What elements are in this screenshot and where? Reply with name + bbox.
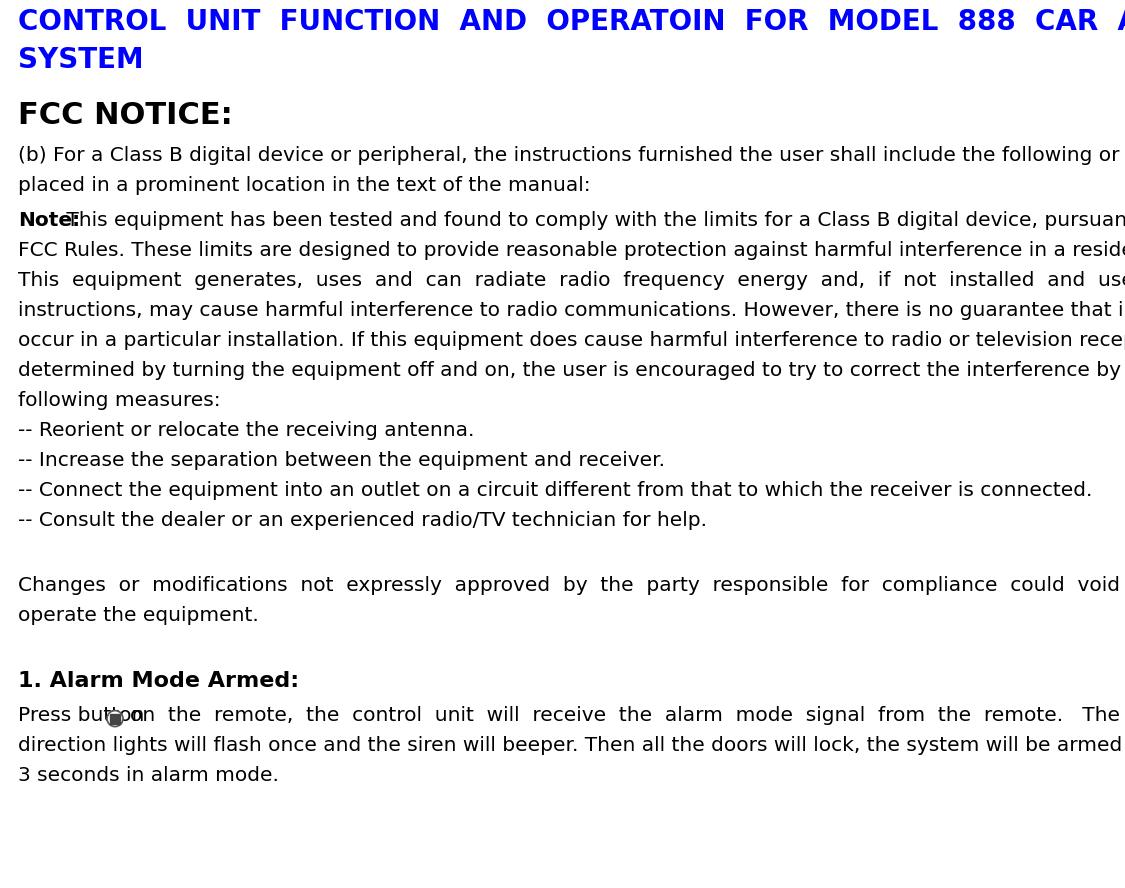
Text: -- Connect the equipment into an outlet on a circuit different from that to whic: -- Connect the equipment into an outlet … <box>18 481 1092 500</box>
Text: 3 seconds in alarm mode.: 3 seconds in alarm mode. <box>18 766 279 785</box>
Text: FCC NOTICE:: FCC NOTICE: <box>18 101 233 130</box>
Text: This  equipment  generates,  uses  and  can  radiate  radio  frequency  energy  : This equipment generates, uses and can r… <box>18 271 1125 290</box>
Text: -- Increase the separation between the equipment and receiver.: -- Increase the separation between the e… <box>18 451 665 470</box>
Text: CONTROL  UNIT  FUNCTION  AND  OPERATOIN  FOR  MODEL  888  CAR  ALRM: CONTROL UNIT FUNCTION AND OPERATOIN FOR … <box>18 8 1125 36</box>
Text: (b) For a Class B digital device or peripheral, the instructions furnished the u: (b) For a Class B digital device or peri… <box>18 146 1125 165</box>
Text: This equipment has been tested and found to comply with the limits for a Class B: This equipment has been tested and found… <box>60 211 1125 230</box>
Text: -- Consult the dealer or an experienced radio/TV technician for help.: -- Consult the dealer or an experienced … <box>18 511 706 530</box>
Text: -- Reorient or relocate the receiving antenna.: -- Reorient or relocate the receiving an… <box>18 421 475 440</box>
Text: instructions, may cause harmful interference to radio communications. However, t: instructions, may cause harmful interfer… <box>18 301 1125 320</box>
Text: Note:: Note: <box>18 211 80 230</box>
Text: Press button: Press button <box>18 706 144 725</box>
Text: 1. Alarm Mode Armed:: 1. Alarm Mode Armed: <box>18 671 299 691</box>
Text: determined by turning the equipment off and on, the user is encouraged to try to: determined by turning the equipment off … <box>18 361 1125 380</box>
Text: direction lights will flash once and the siren will beeper. Then all the doors w: direction lights will flash once and the… <box>18 736 1125 755</box>
Text: on  the  remote,  the  control  unit  will  receive  the  alarm  mode  signal  f: on the remote, the control unit will rec… <box>130 706 1120 725</box>
Text: Changes  or  modifications  not  expressly  approved  by  the  party  responsibl: Changes or modifications not expressly a… <box>18 576 1125 595</box>
Bar <box>110 714 120 724</box>
Text: FCC Rules. These limits are designed to provide reasonable protection against ha: FCC Rules. These limits are designed to … <box>18 241 1125 260</box>
Text: SYSTEM: SYSTEM <box>18 46 144 74</box>
Text: operate the equipment.: operate the equipment. <box>18 606 259 625</box>
Text: occur in a particular installation. If this equipment does cause harmful interfe: occur in a particular installation. If t… <box>18 331 1125 350</box>
Text: placed in a prominent location in the text of the manual:: placed in a prominent location in the te… <box>18 176 591 195</box>
Text: following measures:: following measures: <box>18 391 220 410</box>
Circle shape <box>107 710 123 726</box>
